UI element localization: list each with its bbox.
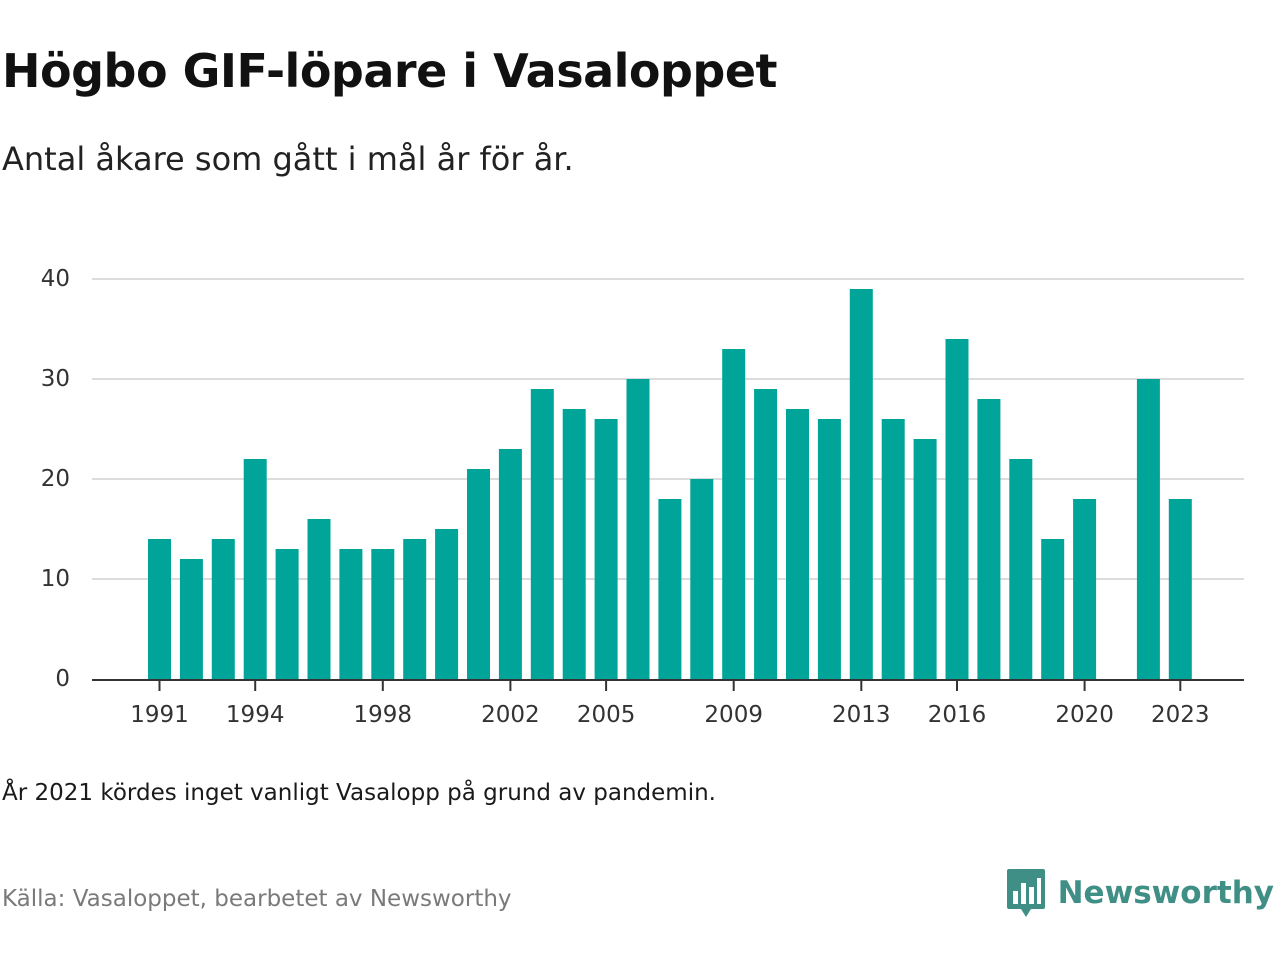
x-axis-tick-labels: 1991 1994 1998 2002 2005 2009 2013 2016 2020 2023 [130, 680, 1210, 728]
x-tick-label: 2020 [1055, 702, 1114, 728]
bar [1009, 459, 1033, 679]
bars [148, 289, 1192, 679]
bar [179, 559, 203, 679]
bar [498, 449, 522, 679]
bar [1073, 499, 1097, 679]
chart-subtitle: Antal åkare som gått i mål år för år. [2, 140, 574, 178]
x-tick-label: 2009 [704, 702, 763, 728]
bar [690, 479, 714, 679]
bar [754, 389, 778, 679]
y-axis-tick-labels: 0 10 20 30 40 [41, 266, 70, 692]
bar [722, 349, 746, 679]
bar [626, 379, 650, 679]
x-tick-label: 2005 [577, 702, 636, 728]
y-tick-label: 10 [41, 566, 70, 592]
bar [881, 419, 905, 679]
bar [403, 539, 427, 679]
bar [275, 549, 299, 679]
bar [467, 469, 490, 679]
x-tick-label: 2023 [1151, 702, 1210, 728]
x-tick-label: 1991 [130, 702, 189, 728]
y-tick-label: 30 [41, 366, 70, 392]
brand-logo[interactable]: Newsworthy [1006, 868, 1274, 918]
bar [435, 529, 459, 679]
footnote: År 2021 kördes inget vanligt Vasalopp på… [2, 780, 716, 806]
bar [530, 389, 554, 679]
bar [913, 439, 937, 679]
x-tick-label: 1998 [354, 702, 413, 728]
bar [211, 539, 235, 679]
bar [1168, 499, 1192, 679]
bar [339, 549, 363, 679]
y-tick-label: 20 [41, 466, 70, 492]
y-tick-label: 40 [41, 266, 70, 292]
bar [562, 409, 586, 679]
bar [371, 549, 395, 679]
bar [1136, 379, 1160, 679]
bar [307, 519, 331, 679]
x-tick-label: 2013 [832, 702, 891, 728]
bar [786, 409, 809, 679]
bar [849, 289, 873, 679]
chart-title: Högbo GIF-löpare i Vasaloppet [2, 44, 778, 98]
newsworthy-logo-icon [1006, 869, 1045, 917]
bar [658, 499, 682, 679]
bar [148, 539, 171, 679]
bar [1041, 539, 1065, 679]
bar [977, 399, 1001, 679]
y-tick-label: 0 [55, 666, 70, 692]
bar [945, 339, 969, 679]
bar [243, 459, 267, 679]
bar-chart: 0 10 20 30 40 1991 1994 1998 2002 2005 2009 2013 20… [41, 266, 1244, 728]
x-tick-label: 2016 [928, 702, 987, 728]
source-credit: Källa: Vasaloppet, bearbetet av Newswort… [2, 886, 512, 912]
x-tick-label: 1994 [226, 702, 285, 728]
x-tick-label: 2002 [481, 702, 540, 728]
brand-name: Newsworthy [1057, 875, 1274, 911]
bar [817, 419, 841, 679]
bar [594, 419, 618, 679]
